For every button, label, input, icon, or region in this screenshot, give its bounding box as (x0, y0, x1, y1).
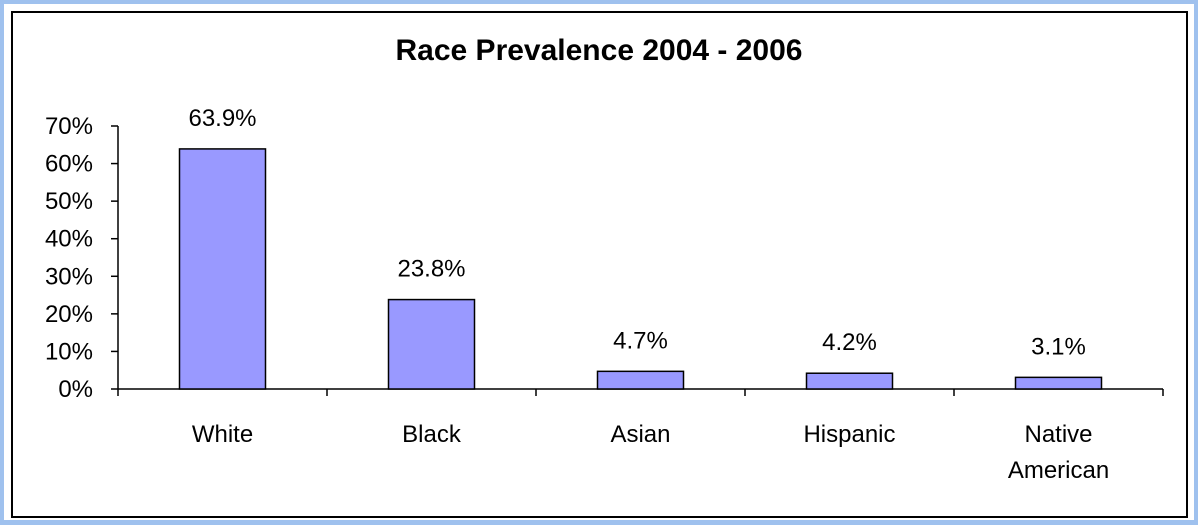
bar (1014, 376, 1103, 390)
y-tick-label: 20% (45, 301, 93, 328)
data-label: 4.7% (613, 327, 668, 354)
chart-title: Race Prevalence 2004 - 2006 (396, 34, 803, 67)
y-tick-label: 50% (45, 188, 93, 215)
y-tick-label: 40% (45, 226, 93, 253)
y-tick-label: 0% (58, 376, 93, 403)
y-tick-label: 60% (45, 151, 93, 178)
y-tick-label: 70% (45, 113, 93, 140)
category-label: Hispanic (803, 421, 895, 448)
bars (178, 148, 1103, 390)
category-label: Asian (610, 421, 670, 448)
y-tick-label: 10% (45, 338, 93, 365)
category-label: Black (402, 421, 462, 448)
data-label: 3.1% (1031, 333, 1086, 360)
y-tick-label: 30% (45, 263, 93, 290)
bar (178, 148, 267, 390)
bar (805, 372, 894, 390)
category-label: White (192, 421, 253, 448)
bar (596, 370, 685, 390)
data-label: 23.8% (397, 256, 465, 283)
data-label: 4.2% (822, 329, 877, 356)
category-label: Native American (1008, 421, 1109, 484)
bar (387, 298, 476, 390)
data-label: 63.9% (188, 105, 256, 132)
labels: 63.9% White 23.8% Black 4.7% Asian 4.2% Hispani… (188, 105, 1109, 484)
